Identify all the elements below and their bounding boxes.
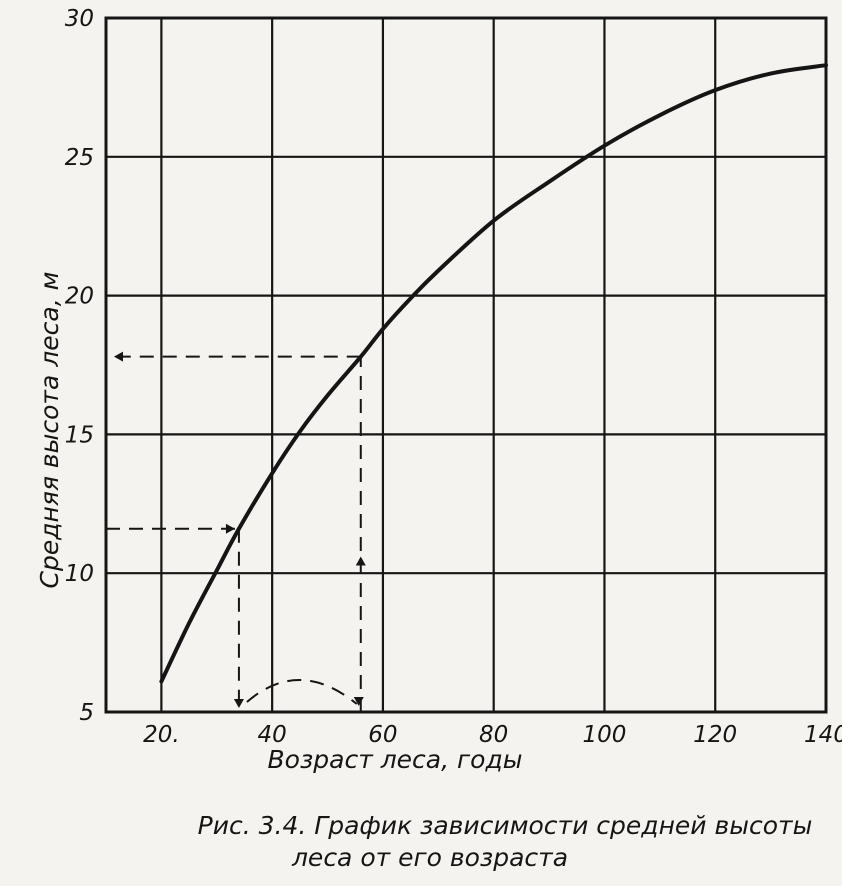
y-axis-title: Средняя высота леса, м — [35, 272, 64, 589]
series-layer — [159, 63, 828, 684]
x-tick-label: 60 — [368, 722, 397, 748]
lookup-2-arrow-to-axis — [114, 351, 123, 362]
tick-labels: 20. 40 60 80 100 120 140 5 10 15 20 25 30 — [65, 6, 842, 748]
lookup-1-arrow-to-axis — [233, 699, 244, 708]
plot-frame — [104, 16, 828, 714]
x-tick-label: 120 — [693, 722, 737, 748]
y-tick-label: 5 — [79, 700, 94, 726]
x-tick-label: 140 — [804, 722, 842, 748]
lookup-arrows — [106, 351, 366, 712]
lookup-transfer-arrow — [353, 697, 364, 706]
y-tick-label: 25 — [65, 145, 94, 171]
lookup-1-arrow-to-curve — [225, 523, 235, 534]
x-axis-title: Возраст леса, годы — [268, 745, 523, 774]
figure-caption-line2: леса от его возраста — [291, 843, 568, 872]
y-tick-label: 10 — [65, 561, 94, 587]
x-tick-label: 40 — [258, 722, 287, 748]
y-tick-label: 15 — [65, 422, 94, 448]
x-tick-label: 80 — [479, 722, 508, 748]
x-tick-label: 100 — [583, 722, 627, 748]
grid — [104, 16, 828, 714]
lookup-transfer-arc — [246, 679, 358, 705]
lookup-2-arrow-up — [355, 556, 366, 566]
y-tick-label: 30 — [65, 6, 94, 32]
figure-caption-line1: Рис. 3.4. График зависимости средней выс… — [198, 811, 813, 840]
x-tick-label: 20. — [143, 722, 180, 748]
height-curve — [159, 63, 828, 684]
y-tick-label: 20 — [65, 284, 94, 310]
